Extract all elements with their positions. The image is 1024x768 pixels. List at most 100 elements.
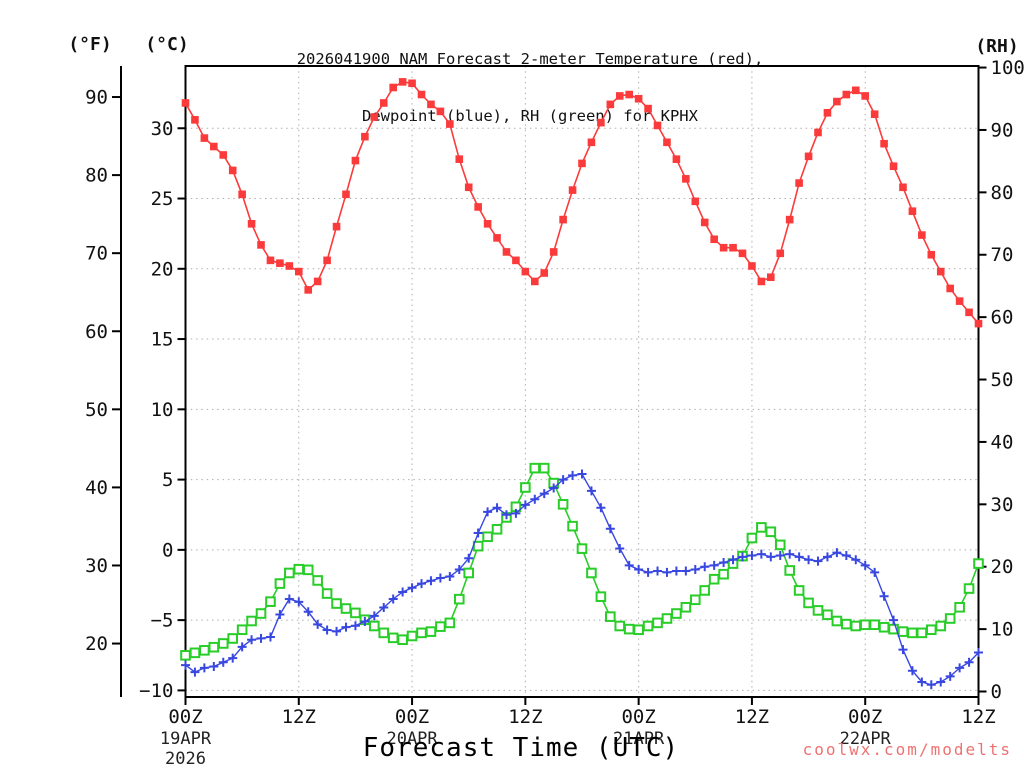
rh-marker	[614, 620, 626, 632]
dewpoint-marker	[237, 642, 247, 652]
dewpoint-marker	[247, 635, 257, 645]
dewpoint-marker	[804, 555, 814, 565]
temperature-marker	[332, 222, 341, 231]
celsius-tick-label: 5	[162, 469, 173, 491]
temperature-marker	[361, 132, 369, 141]
rh-marker	[284, 567, 295, 579]
temperature-marker	[776, 249, 785, 258]
fahrenheit-axis: 90 80 70 60 50 40 30 20	[85, 66, 122, 697]
dewpoint-marker	[643, 567, 653, 577]
fahrenheit-tick-label: 40	[85, 477, 108, 499]
rh-marker	[633, 624, 644, 636]
temperature-marker	[578, 159, 586, 168]
rh-marker	[907, 627, 918, 639]
temperature-marker	[965, 308, 973, 317]
dewpoint-marker	[483, 507, 493, 517]
dewpoint-marker	[709, 560, 719, 570]
time-tick-date: 19APR	[160, 729, 212, 749]
rh-marker	[312, 575, 323, 586]
temperature-marker	[389, 83, 397, 92]
rh-marker	[963, 583, 975, 594]
rh-tick-label: 30	[991, 494, 1014, 516]
rh-marker	[293, 563, 305, 575]
time-tick-label: 00Z	[168, 706, 202, 728]
rh-tick-label: 60	[991, 307, 1014, 329]
dewpoint-marker	[379, 602, 389, 612]
celsius-tick-label: −10	[139, 680, 173, 702]
rh-marker	[340, 603, 352, 614]
temperature-marker	[417, 90, 426, 99]
dewpoint-marker	[747, 550, 757, 560]
time-tick-label: 12Z	[508, 706, 542, 728]
rh-tick-label: 20	[991, 556, 1014, 578]
temperature-marker	[210, 142, 218, 151]
rh-marker	[246, 615, 257, 627]
dewpoint-marker	[577, 469, 587, 479]
watermark-link[interactable]: coolwx.com/modelts	[802, 740, 1012, 759]
dewpoint-marker	[190, 667, 200, 677]
dewpoint-marker	[511, 508, 521, 518]
temperature-marker	[540, 269, 549, 277]
dewpoint-marker	[662, 567, 672, 577]
fahrenheit-tick-label: 70	[85, 243, 108, 265]
temperature-marker	[785, 215, 794, 224]
temperature-marker	[908, 207, 917, 215]
rh-marker	[199, 645, 210, 656]
dewpoint-marker	[341, 622, 351, 632]
rh-marker	[878, 621, 890, 633]
dewpoint-marker	[407, 583, 417, 593]
temperature-marker	[200, 134, 209, 142]
temperature-marker	[804, 152, 813, 161]
rh-marker	[180, 650, 191, 661]
time-tick-year: 2026	[165, 749, 206, 768]
rh-marker	[321, 588, 333, 599]
dewpoint-marker	[265, 632, 275, 642]
time-tick-label: 12Z	[282, 706, 316, 728]
rh-marker	[623, 623, 635, 635]
temperature-marker	[446, 120, 454, 128]
rh-marker	[444, 617, 456, 629]
temperature-marker	[181, 99, 190, 107]
temperature-marker	[285, 262, 294, 270]
celsius-tick-label: 0	[162, 539, 173, 561]
temperature-marker	[955, 297, 964, 305]
dewpoint-marker	[766, 552, 776, 562]
dewpoint-marker	[539, 489, 549, 499]
dewpoint-marker	[256, 633, 266, 643]
celsius-tick-label: 30	[151, 118, 174, 140]
rh-marker	[793, 585, 805, 596]
dewpoint-marker	[974, 647, 983, 657]
rh-marker	[453, 593, 465, 605]
rh-marker	[935, 620, 947, 632]
dewpoint-marker	[813, 556, 823, 566]
temperature-marker	[257, 241, 265, 249]
temperature-marker	[398, 78, 407, 86]
temperature-marker	[587, 138, 596, 147]
temperature-marker	[644, 104, 652, 113]
dewpoint-marker	[294, 597, 304, 607]
rh-marker	[746, 532, 758, 544]
dewpoint-marker	[936, 677, 946, 687]
temperature-marker	[568, 186, 577, 194]
rh-marker	[189, 647, 201, 659]
dewpoint-marker	[303, 607, 313, 617]
temperature-marker	[851, 86, 860, 95]
rh-marker	[416, 627, 427, 639]
temperature-marker	[767, 273, 775, 282]
rh-marker	[217, 638, 229, 649]
temperature-marker	[946, 284, 954, 293]
rh-marker	[803, 597, 814, 609]
temperature-marker	[870, 110, 879, 119]
temperature-marker	[672, 155, 681, 163]
celsius-axis: 30 25 20 15 10 5 0 −5 −10	[139, 118, 186, 702]
2-meter-temperature-series	[181, 78, 983, 328]
dewpoint-marker	[398, 587, 408, 597]
celsius-tick-label: 20	[151, 258, 174, 280]
dewpoint-marker	[917, 677, 927, 687]
dewpoint-marker	[520, 500, 530, 510]
chart-title-line1: 2026041900 NAM Forecast 2-meter Temperat…	[296, 50, 764, 68]
fahrenheit-tick-label: 20	[85, 633, 108, 655]
temperature-marker	[266, 256, 275, 265]
rh-marker	[406, 630, 418, 642]
